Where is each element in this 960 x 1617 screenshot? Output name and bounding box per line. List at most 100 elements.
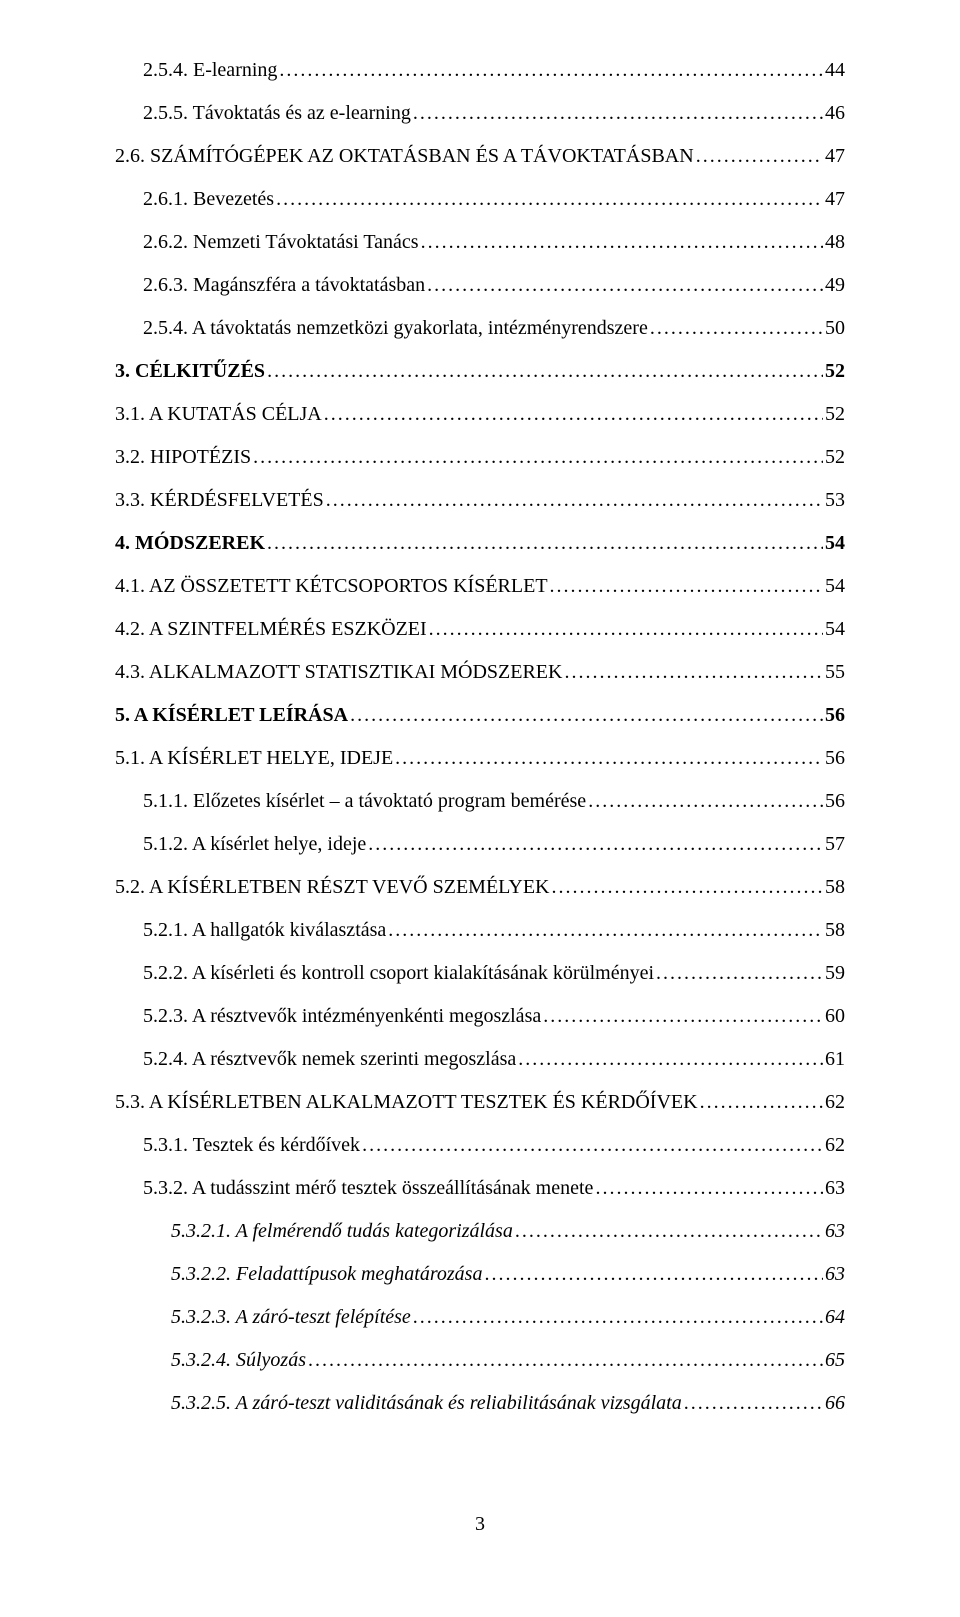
toc-label: 5.3.2. A tudásszint mérő tesztek összeál… bbox=[143, 1178, 593, 1198]
toc-page-number: 62 bbox=[825, 1135, 845, 1155]
toc-entry: 5.2.4. A résztvevők nemek szerinti megos… bbox=[115, 1049, 845, 1069]
toc-page-number: 50 bbox=[825, 318, 845, 338]
toc-label: 5. A KÍSÉRLET LEÍRÁSA bbox=[115, 705, 348, 725]
toc-page-number: 48 bbox=[825, 232, 845, 252]
toc-leader-dots bbox=[368, 834, 823, 854]
toc-entry: 3.2. HIPOTÉZIS 52 bbox=[115, 447, 845, 467]
table-of-contents: 2.5.4. E-learning 44 2.5.5. Távoktatás és… bbox=[115, 60, 845, 1413]
toc-label: 5.2. A KÍSÉRLETBEN RÉSZT VEVŐ SZEMÉLYEK bbox=[115, 877, 549, 897]
toc-page-number: 52 bbox=[825, 361, 845, 381]
toc-entry: 5.3.2.4. Súlyozás 65 bbox=[115, 1350, 845, 1370]
toc-label: 3.3. KÉRDÉSFELVETÉS bbox=[115, 490, 324, 510]
toc-page-number: 66 bbox=[825, 1393, 845, 1413]
toc-entry: 5.3.2. A tudásszint mérő tesztek összeál… bbox=[115, 1178, 845, 1198]
toc-page-number: 46 bbox=[825, 103, 845, 123]
toc-page-number: 63 bbox=[825, 1221, 845, 1241]
toc-leader-dots bbox=[395, 748, 823, 768]
toc-label: 5.2.2. A kísérleti és kontroll csoport k… bbox=[143, 963, 654, 983]
toc-leader-dots bbox=[518, 1049, 823, 1069]
toc-entry: 2.6.2. Nemzeti Távoktatási Tanács 48 bbox=[115, 232, 845, 252]
toc-leader-dots bbox=[551, 877, 823, 897]
page-number: 3 bbox=[115, 1513, 845, 1536]
toc-label: 3.2. HIPOTÉZIS bbox=[115, 447, 251, 467]
toc-page-number: 52 bbox=[825, 404, 845, 424]
toc-label: 5.3.2.2. Feladattípusok meghatározása bbox=[171, 1264, 482, 1284]
toc-page-number: 49 bbox=[825, 275, 845, 295]
toc-label: 5.3.2.5. A záró-teszt validitásának és r… bbox=[171, 1393, 682, 1413]
toc-label: 2.5.4. E-learning bbox=[143, 60, 277, 80]
toc-page-number: 54 bbox=[825, 533, 845, 553]
toc-leader-dots bbox=[267, 533, 823, 553]
toc-page-number: 60 bbox=[825, 1006, 845, 1026]
toc-label: 2.5.5. Távoktatás és az e-learning bbox=[143, 103, 411, 123]
toc-page-number: 52 bbox=[825, 447, 845, 467]
toc-label: 4.3. ALKALMAZOTT STATISZTIKAI MÓDSZEREK bbox=[115, 662, 562, 682]
toc-entry: 2.6.3. Magánszféra a távoktatásban 49 bbox=[115, 275, 845, 295]
toc-leader-dots bbox=[429, 619, 823, 639]
toc-entry: 5. A KÍSÉRLET LEÍRÁSA 56 bbox=[115, 705, 845, 725]
toc-leader-dots bbox=[564, 662, 823, 682]
toc-entry: 2.5.4. E-learning 44 bbox=[115, 60, 845, 80]
toc-leader-dots bbox=[421, 232, 823, 252]
toc-leader-dots bbox=[413, 103, 823, 123]
toc-page-number: 63 bbox=[825, 1178, 845, 1198]
toc-label: 2.6.2. Nemzeti Távoktatási Tanács bbox=[143, 232, 419, 252]
toc-leader-dots bbox=[427, 275, 823, 295]
toc-entry: 2.6.1. Bevezetés 47 bbox=[115, 189, 845, 209]
toc-label: 2.6.1. Bevezetés bbox=[143, 189, 274, 209]
toc-entry: 5.3. A KÍSÉRLETBEN ALKALMAZOTT TESZTEK É… bbox=[115, 1092, 845, 1112]
toc-label: 5.3.2.3. A záró-teszt felépítése bbox=[171, 1307, 411, 1327]
toc-leader-dots bbox=[276, 189, 823, 209]
toc-label: 5.3.1. Tesztek és kérdőívek bbox=[143, 1135, 360, 1155]
toc-entry: 5.3.2.3. A záró-teszt felépítése 64 bbox=[115, 1307, 845, 1327]
toc-entry: 3.3. KÉRDÉSFELVETÉS 53 bbox=[115, 490, 845, 510]
toc-entry: 5.2.2. A kísérleti és kontroll csoport k… bbox=[115, 963, 845, 983]
toc-leader-dots bbox=[279, 60, 823, 80]
toc-leader-dots bbox=[326, 490, 823, 510]
toc-entry: 4. MÓDSZEREK 54 bbox=[115, 533, 845, 553]
toc-entry: 5.2.1. A hallgatók kiválasztása 58 bbox=[115, 920, 845, 940]
toc-label: 2.6. SZÁMÍTÓGÉPEK AZ OKTATÁSBAN ÉS A TÁV… bbox=[115, 146, 694, 166]
toc-page-number: 58 bbox=[825, 920, 845, 940]
toc-label: 3. CÉLKITŰZÉS bbox=[115, 361, 265, 381]
toc-page-number: 55 bbox=[825, 662, 845, 682]
toc-label: 5.3.2.1. A felmérendő tudás kategorizálá… bbox=[171, 1221, 513, 1241]
toc-entry: 5.1.1. Előzetes kísérlet – a távoktató p… bbox=[115, 791, 845, 811]
toc-page-number: 63 bbox=[825, 1264, 845, 1284]
toc-leader-dots bbox=[388, 920, 823, 940]
toc-leader-dots bbox=[595, 1178, 823, 1198]
toc-leader-dots bbox=[588, 791, 823, 811]
toc-leader-dots bbox=[324, 404, 823, 424]
toc-entry: 5.2.3. A résztvevők intézményenkénti meg… bbox=[115, 1006, 845, 1026]
toc-label: 5.2.1. A hallgatók kiválasztása bbox=[143, 920, 386, 940]
toc-leader-dots bbox=[656, 963, 823, 983]
toc-page-number: 56 bbox=[825, 748, 845, 768]
toc-entry: 3.1. A KUTATÁS CÉLJA 52 bbox=[115, 404, 845, 424]
toc-label: 5.1. A KÍSÉRLET HELYE, IDEJE bbox=[115, 748, 393, 768]
toc-label: 2.6.3. Magánszféra a távoktatásban bbox=[143, 275, 425, 295]
toc-leader-dots bbox=[413, 1307, 823, 1327]
toc-page-number: 58 bbox=[825, 877, 845, 897]
toc-label: 2.5.4. A távoktatás nemzetközi gyakorlat… bbox=[143, 318, 648, 338]
toc-entry: 2.5.5. Távoktatás és az e-learning 46 bbox=[115, 103, 845, 123]
toc-page-number: 56 bbox=[825, 705, 845, 725]
toc-leader-dots bbox=[696, 146, 823, 166]
toc-leader-dots bbox=[650, 318, 823, 338]
toc-label: 5.2.4. A résztvevők nemek szerinti megos… bbox=[143, 1049, 516, 1069]
toc-entry: 2.6. SZÁMÍTÓGÉPEK AZ OKTATÁSBAN ÉS A TÁV… bbox=[115, 146, 845, 166]
toc-leader-dots bbox=[253, 447, 823, 467]
toc-leader-dots bbox=[484, 1264, 823, 1284]
toc-entry: 5.1. A KÍSÉRLET HELYE, IDEJE 56 bbox=[115, 748, 845, 768]
toc-leader-dots bbox=[267, 361, 823, 381]
toc-entry: 2.5.4. A távoktatás nemzetközi gyakorlat… bbox=[115, 318, 845, 338]
toc-label: 5.2.3. A résztvevők intézményenkénti meg… bbox=[143, 1006, 541, 1026]
toc-page-number: 47 bbox=[825, 189, 845, 209]
toc-page-number: 59 bbox=[825, 963, 845, 983]
toc-entry: 5.1.2. A kísérlet helye, ideje 57 bbox=[115, 834, 845, 854]
toc-label: 5.1.1. Előzetes kísérlet – a távoktató p… bbox=[143, 791, 586, 811]
toc-leader-dots bbox=[515, 1221, 823, 1241]
toc-page-number: 54 bbox=[825, 619, 845, 639]
toc-leader-dots bbox=[362, 1135, 823, 1155]
toc-entry: 4.2. A SZINTFELMÉRÉS ESZKÖZEI 54 bbox=[115, 619, 845, 639]
toc-entry: 5.3.1. Tesztek és kérdőívek 62 bbox=[115, 1135, 845, 1155]
